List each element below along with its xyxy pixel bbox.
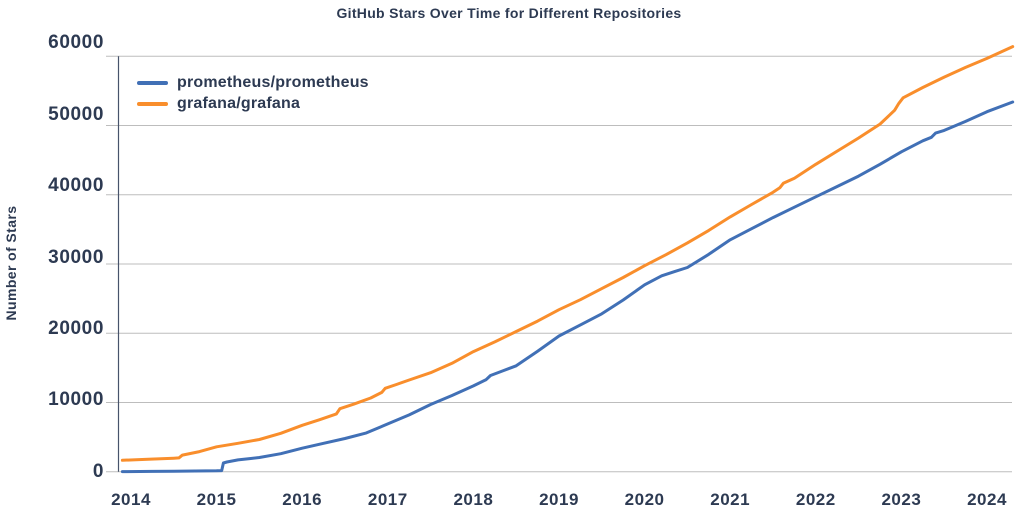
legend-item-prometheus/prometheus: prometheus/prometheus [137,72,369,93]
x-tick-2020: 2020 [624,490,665,509]
series-line-grafana/grafana [120,45,1015,462]
y-tick-30000: 30000 [48,246,104,268]
chart-title: GitHub Stars Over Time for Different Rep… [336,5,682,21]
x-tick-2023: 2023 [881,490,922,509]
legend-label: grafana/grafana [177,95,301,112]
legend: prometheus/prometheus grafana/grafana [137,72,369,114]
x-tick-2016: 2016 [282,490,323,509]
x-tick-2021: 2021 [710,490,751,509]
legend-swatch-icon [137,101,168,106]
series-line-prometheus/prometheus [120,100,1015,474]
legend-label: prometheus/prometheus [177,74,369,91]
x-tick-2017: 2017 [367,490,408,509]
y-tick-60000: 60000 [48,32,104,54]
y-tick-0: 0 [92,460,104,482]
x-tick-2015: 2015 [196,490,237,509]
legend-item-grafana/grafana: grafana/grafana [137,93,369,114]
y-tick-10000: 10000 [48,389,104,411]
x-tick-2024: 2024 [967,490,1007,509]
legend-swatch-icon [137,80,168,85]
y-tick-50000: 50000 [48,103,104,125]
y-tick-40000: 40000 [48,175,104,197]
x-tick-2018: 2018 [453,490,494,509]
x-tick-2014: 2014 [111,490,151,509]
x-tick-2019: 2019 [539,490,579,509]
x-tick-2022: 2022 [795,490,836,509]
y-tick-20000: 20000 [48,317,104,339]
